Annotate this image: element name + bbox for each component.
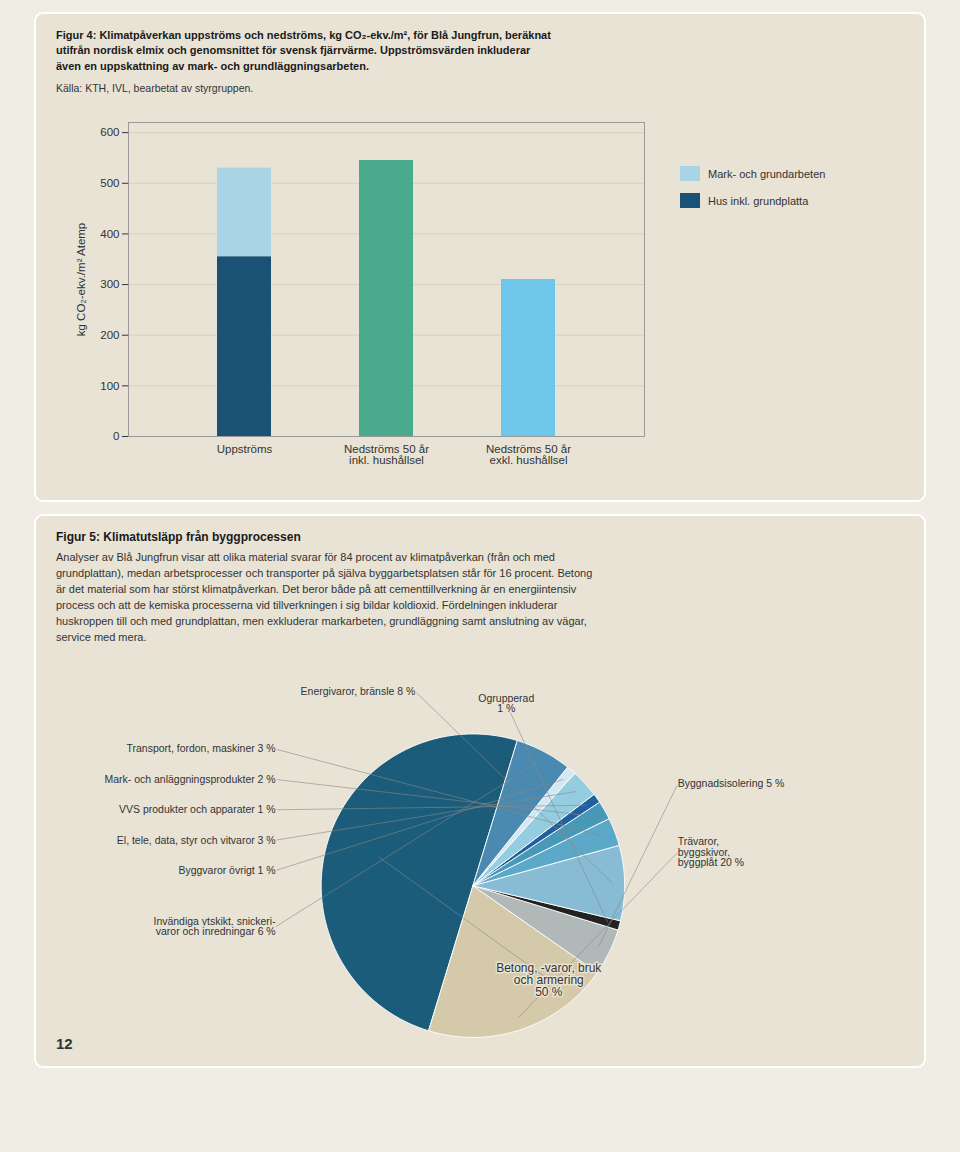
svg-text:200: 200 <box>100 329 119 341</box>
svg-text:Invändiga ytskikt, snickeri-va: Invändiga ytskikt, snickeri-varor och in… <box>153 916 276 937</box>
svg-text:300: 300 <box>100 278 119 290</box>
svg-text:Nedströms 50 årinkl. hushållse: Nedströms 50 årinkl. hushållsel <box>344 443 429 467</box>
svg-text:500: 500 <box>100 177 119 189</box>
svg-text:El, tele, data, styr och vitva: El, tele, data, styr och vitvaror 3 % <box>117 834 276 845</box>
svg-text:Ogrupperad1 %: Ogrupperad1 % <box>478 693 534 714</box>
svg-text:400: 400 <box>100 228 119 240</box>
html-text:Figur 4: Klimatpåverkan uppstr: Figur 4: Klimatpåverkan uppströms och ne… <box>56 29 551 72</box>
svg-text:0: 0 <box>113 430 119 442</box>
html-text:Mark- och grundarbeten: Mark- och grundarbeten <box>708 167 826 180</box>
html-text:Källa: KTH, IVL, bearbetat av: Källa: KTH, IVL, bearbetat av styrgruppe… <box>56 82 254 95</box>
html-text:Hus inkl. grundplatta: Hus inkl. grundplatta <box>708 194 809 207</box>
html-text:Figur 5: Klimatutsläpp från by: Figur 5: Klimatutsläpp från byggprocesse… <box>56 530 301 545</box>
svg-text:Energivaror, bränsle 8 %: Energivaror, bränsle 8 % <box>301 686 416 697</box>
svg-text:Betong, -varor, brukoch armeri: Betong, -varor, brukoch armering50 % <box>496 960 601 998</box>
svg-text:VVS produkter och apparater 1: VVS produkter och apparater 1 % <box>119 804 276 815</box>
svg-text:Trävaror,byggskivor,byggplåt 2: Trävaror,byggskivor,byggplåt 20 % <box>678 836 744 868</box>
svg-text:Byggvaror övrigt 1 %: Byggvaror övrigt 1 % <box>178 865 275 876</box>
svg-text:Mark- och anläggningsprodukter: Mark- och anläggningsprodukter 2 % <box>105 774 276 785</box>
svg-text:kg CO₂-ekv./m² Atemp: kg CO₂-ekv./m² Atemp <box>75 223 87 337</box>
svg-text:Transport, fordon, maskiner 3: Transport, fordon, maskiner 3 % <box>127 743 276 754</box>
svg-text:Uppströms: Uppströms <box>217 443 273 455</box>
svg-text:600: 600 <box>100 126 119 138</box>
svg-text:Byggnadsisolering 5 %: Byggnadsisolering 5 % <box>678 778 785 789</box>
svg-text:Nedströms 50 årexkl. hushållse: Nedströms 50 årexkl. hushållsel <box>486 443 571 467</box>
html-text:Analyser av Blå Jungfrun visar: Analyser av Blå Jungfrun visar att olika… <box>56 551 593 643</box>
svg-text:100: 100 <box>100 380 119 392</box>
html-text:12: 12 <box>56 1034 73 1052</box>
